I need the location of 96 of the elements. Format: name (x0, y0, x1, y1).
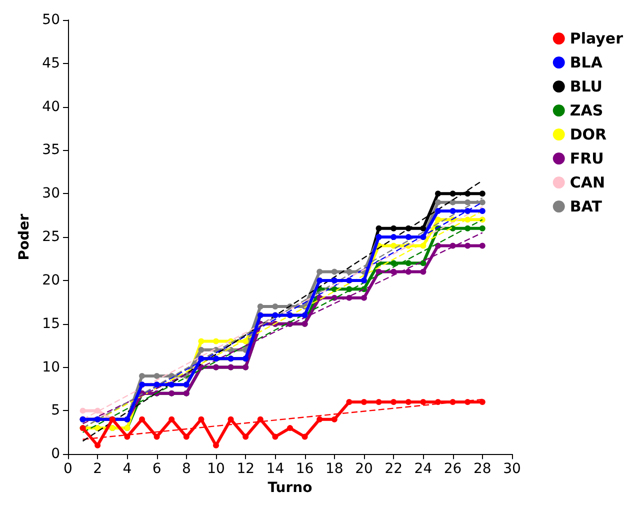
legend-label: BLA (570, 54, 603, 72)
point (479, 225, 486, 232)
point (405, 399, 412, 406)
point (361, 399, 367, 406)
point (94, 442, 101, 448)
point (390, 268, 397, 275)
y-tick-label: 5 (51, 402, 60, 419)
point (154, 372, 160, 379)
point (316, 416, 323, 422)
point (139, 372, 145, 379)
point (420, 260, 426, 266)
x-tick-label: 14 (266, 461, 284, 478)
point (450, 399, 456, 406)
x-tick-label: 22 (384, 461, 403, 478)
legend-label: DOR (570, 126, 608, 144)
point (435, 216, 441, 223)
point (139, 416, 145, 422)
point (420, 399, 426, 406)
y-tick-label: 35 (42, 142, 60, 158)
point (390, 242, 397, 249)
point (479, 190, 486, 197)
point (287, 425, 293, 432)
point (420, 242, 426, 249)
point (464, 399, 471, 406)
point (435, 199, 441, 206)
point (316, 268, 323, 275)
point (331, 416, 338, 422)
point (228, 416, 234, 422)
point (272, 434, 278, 440)
point (198, 338, 204, 344)
legend-label: BAT (570, 198, 603, 216)
y-tick-label: 40 (42, 98, 60, 115)
point (168, 416, 175, 422)
y-tick-label: 45 (42, 55, 60, 72)
point (479, 242, 486, 249)
point (154, 434, 160, 440)
point (376, 225, 382, 232)
point (80, 408, 86, 414)
point (435, 399, 441, 406)
point (346, 399, 352, 406)
x-tick-label: 26 (444, 461, 462, 478)
legend-label: BLU (570, 78, 602, 96)
point (479, 399, 486, 406)
point (361, 294, 367, 301)
x-tick-label: 6 (152, 461, 162, 478)
x-tick-label: 24 (414, 461, 432, 478)
x-tick-label: 4 (122, 461, 132, 478)
y-tick-label: 10 (42, 359, 60, 376)
x-tick-label: 28 (473, 461, 492, 478)
point (405, 260, 412, 266)
x-tick-label: 12 (236, 461, 255, 478)
point (464, 190, 471, 197)
point (257, 304, 264, 310)
point (450, 199, 456, 206)
legend-label: CAN (570, 174, 606, 192)
x-tick-label: 20 (355, 461, 373, 478)
y-tick-label: 20 (42, 272, 60, 288)
point (242, 434, 249, 440)
x-axis-title: Turno (268, 480, 313, 496)
point (464, 242, 471, 249)
point (213, 338, 219, 344)
point (213, 442, 219, 448)
point (272, 304, 278, 310)
x-tick-label: 2 (93, 461, 102, 478)
point (479, 199, 486, 206)
legend-label: ZAS (570, 102, 604, 120)
point (331, 268, 338, 275)
point (420, 225, 426, 232)
point (390, 225, 397, 232)
y-axis-title: Poder (16, 214, 32, 260)
point (183, 434, 190, 440)
y-tick-label: 15 (42, 316, 60, 332)
point (257, 416, 264, 422)
point (435, 190, 441, 197)
point (420, 268, 426, 275)
x-tick-label: 0 (64, 461, 72, 478)
y-tick-label: 30 (42, 186, 60, 202)
x-tick-label: 10 (207, 461, 225, 478)
point (464, 199, 471, 206)
point (450, 190, 456, 197)
point (302, 434, 308, 440)
legend-label: Player (570, 30, 624, 48)
y-tick-label: 25 (42, 229, 60, 246)
point (376, 399, 382, 406)
x-tick-label: 30 (503, 461, 521, 478)
x-tick-label: 16 (296, 461, 314, 478)
x-tick-label: 18 (325, 461, 344, 478)
point (124, 434, 130, 440)
point (390, 399, 397, 406)
point (390, 260, 397, 266)
point (405, 268, 412, 275)
x-tick-label: 8 (182, 461, 191, 478)
y-tick-label: 50 (42, 12, 60, 28)
y-tick-label: 0 (51, 446, 60, 462)
point (198, 416, 204, 422)
legend-label: FRU (570, 150, 604, 168)
